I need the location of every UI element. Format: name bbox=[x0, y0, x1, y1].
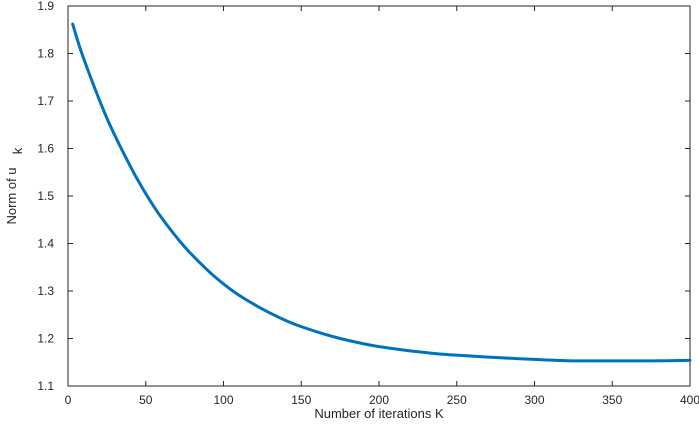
axis-ticks bbox=[67, 5, 691, 387]
x-tick-label: 400 bbox=[680, 393, 699, 407]
y-tick-label: 1.9 bbox=[37, 0, 54, 13]
y-tick-label: 1.2 bbox=[37, 332, 54, 346]
y-tick-label: 1.7 bbox=[37, 94, 54, 108]
series-line bbox=[71, 22, 692, 363]
x-tick-label: 200 bbox=[369, 393, 389, 407]
x-tick-label: 100 bbox=[213, 393, 233, 407]
x-axis-label: Number of iterations K bbox=[314, 406, 444, 421]
y-tick-label: 1.8 bbox=[37, 47, 54, 61]
y-axis-label: Norm of u bbox=[4, 167, 19, 224]
y-tick-label: 1.5 bbox=[37, 189, 54, 203]
x-tick-label: 50 bbox=[139, 393, 153, 407]
x-tick-label: 350 bbox=[602, 393, 622, 407]
x-tick-label: 300 bbox=[524, 393, 544, 407]
x-tick-label: 150 bbox=[291, 393, 311, 407]
x-tick-label: 250 bbox=[447, 393, 467, 407]
x-tick-label: 0 bbox=[65, 393, 72, 407]
y-axis-label-group: Norm of u k bbox=[4, 147, 25, 224]
axis-tick-labels: 0 50 100 150 200 250 300 350 400 1.1 1.2 1.3 1.4 1.5 1… bbox=[37, 0, 699, 407]
y-tick-label: 1.1 bbox=[37, 379, 54, 393]
y-tick-label: 1.4 bbox=[37, 237, 54, 251]
plot-area bbox=[67, 5, 691, 387]
y-tick-label: 1.3 bbox=[37, 284, 54, 298]
y-tick-label: 1.6 bbox=[37, 142, 54, 156]
y-axis-label-subscript: k bbox=[10, 147, 25, 154]
